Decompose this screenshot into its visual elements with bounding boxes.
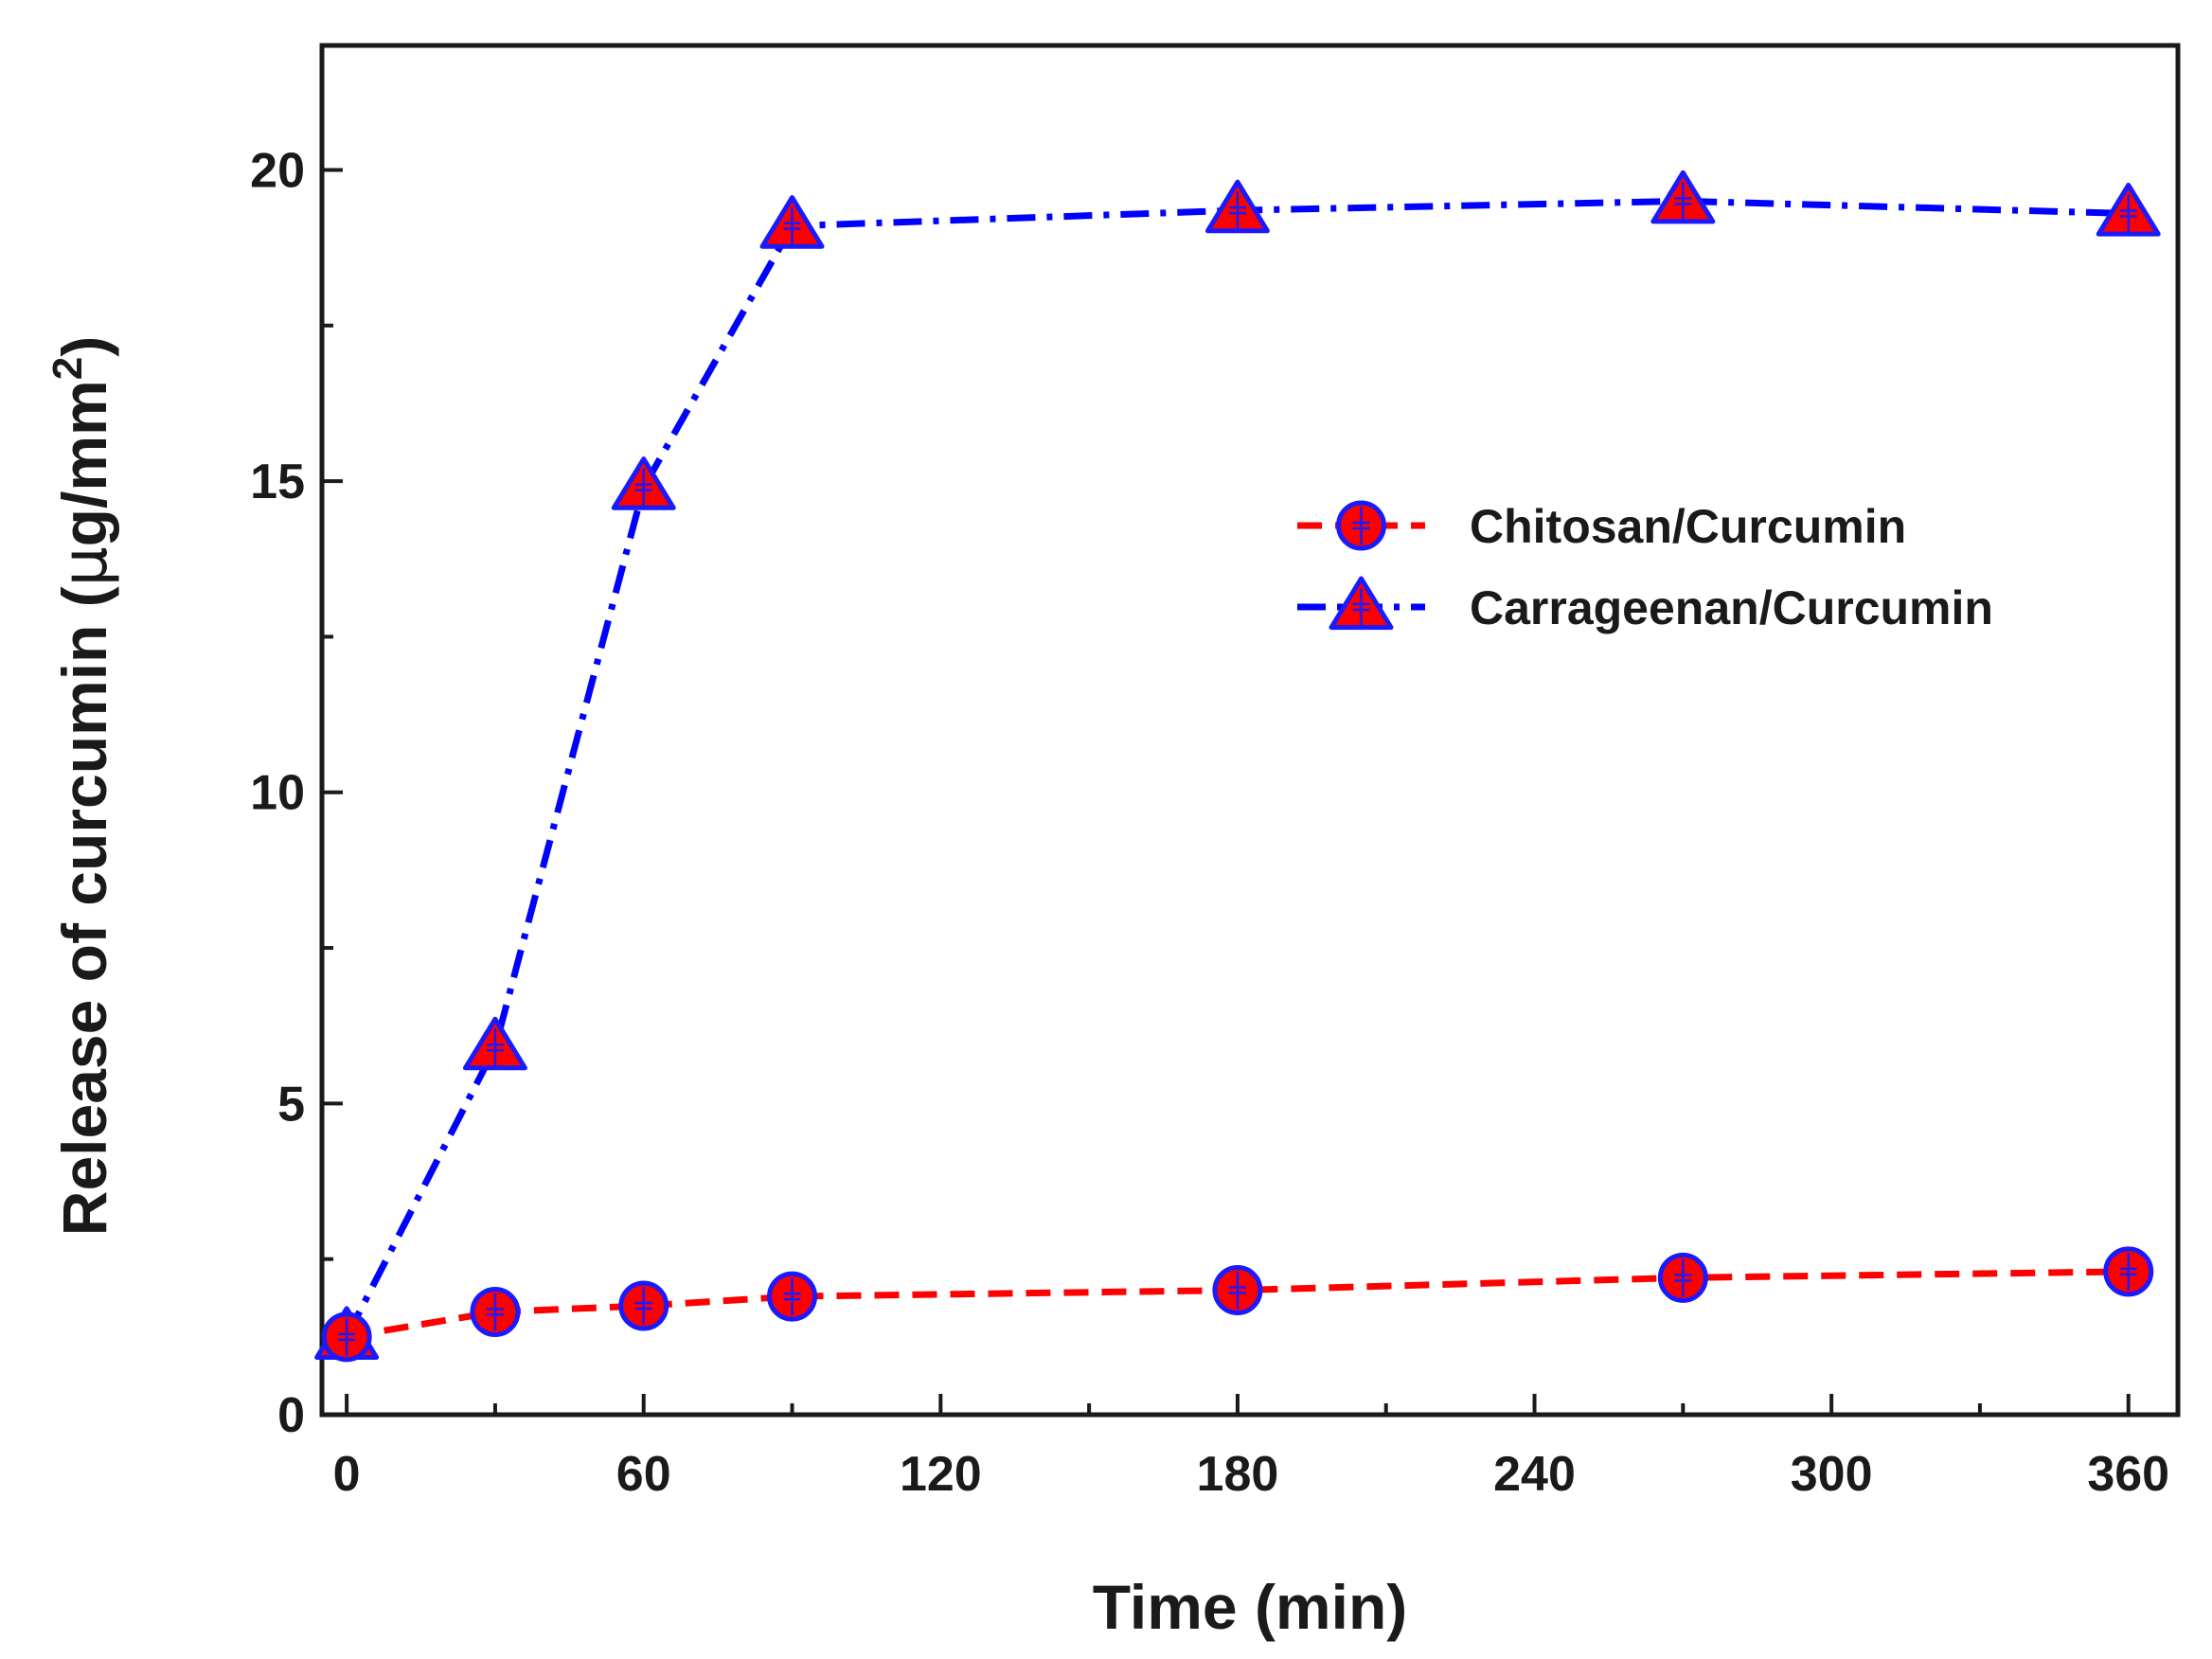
- x-tick-label: 240: [1493, 1447, 1576, 1502]
- series-line-1: [344, 197, 2129, 1339]
- data-point-series-1: [1204, 179, 1270, 234]
- y-axis-title-superscript: 2: [45, 357, 91, 380]
- x-axis-ticks: 0 60 120 180 240 300 360: [333, 1394, 2169, 1502]
- legend-marker: [1336, 500, 1386, 551]
- plot-frame: [319, 43, 2181, 1418]
- data-point-series-1: [759, 195, 825, 249]
- data-point-series-1: [462, 1016, 527, 1071]
- x-tick-label: 180: [1197, 1447, 1279, 1502]
- y-axis-title-mu: μ: [48, 546, 121, 586]
- y-axis-ticks: 0 5 10 15 20: [250, 143, 343, 1443]
- legend: Chitosan/Curcumin Carrageenan/Curcumin: [1297, 500, 1993, 634]
- y-axis-title: Release of curcumin (μg/mm2): [45, 336, 121, 1236]
- data-point-series-1: [2096, 182, 2161, 237]
- data-point-series-0: [1212, 1265, 1263, 1316]
- y-tick-label: 10: [250, 766, 305, 821]
- y-axis-title-unit: g/mm: [49, 380, 119, 546]
- y-tick-label: 15: [250, 455, 305, 509]
- x-tick-label: 360: [2087, 1447, 2169, 1502]
- y-axis-title-prefix: Release of curcumin (: [49, 586, 119, 1236]
- data-point-series-0: [1657, 1252, 1708, 1303]
- y-tick-label: 20: [250, 143, 305, 198]
- data-point-series-0: [470, 1287, 521, 1338]
- series-markers: [314, 169, 2161, 1363]
- legend-label: Chitosan/Curcumin: [1470, 500, 1906, 553]
- y-axis-title-suffix: ): [49, 336, 119, 357]
- legend-marker: [1329, 576, 1394, 631]
- data-point-series-1: [1650, 169, 1716, 224]
- legend-label: Carrageenan/Curcumin: [1470, 581, 1993, 634]
- y-tick-label: 0: [277, 1388, 305, 1443]
- data-point-series-1: [611, 456, 676, 510]
- series-lines: [344, 197, 2129, 1341]
- x-axis-title: Time (min): [1093, 1572, 1407, 1642]
- x-tick-label: 120: [900, 1447, 982, 1502]
- x-tick-label: 300: [1791, 1447, 1873, 1502]
- x-tick-label: 0: [333, 1447, 361, 1502]
- data-point-series-0: [767, 1271, 818, 1322]
- data-point-series-0: [618, 1280, 669, 1331]
- data-point-series-0: [321, 1311, 372, 1363]
- data-point-series-0: [2103, 1246, 2154, 1297]
- x-tick-label: 60: [616, 1447, 671, 1502]
- y-tick-label: 5: [277, 1077, 305, 1132]
